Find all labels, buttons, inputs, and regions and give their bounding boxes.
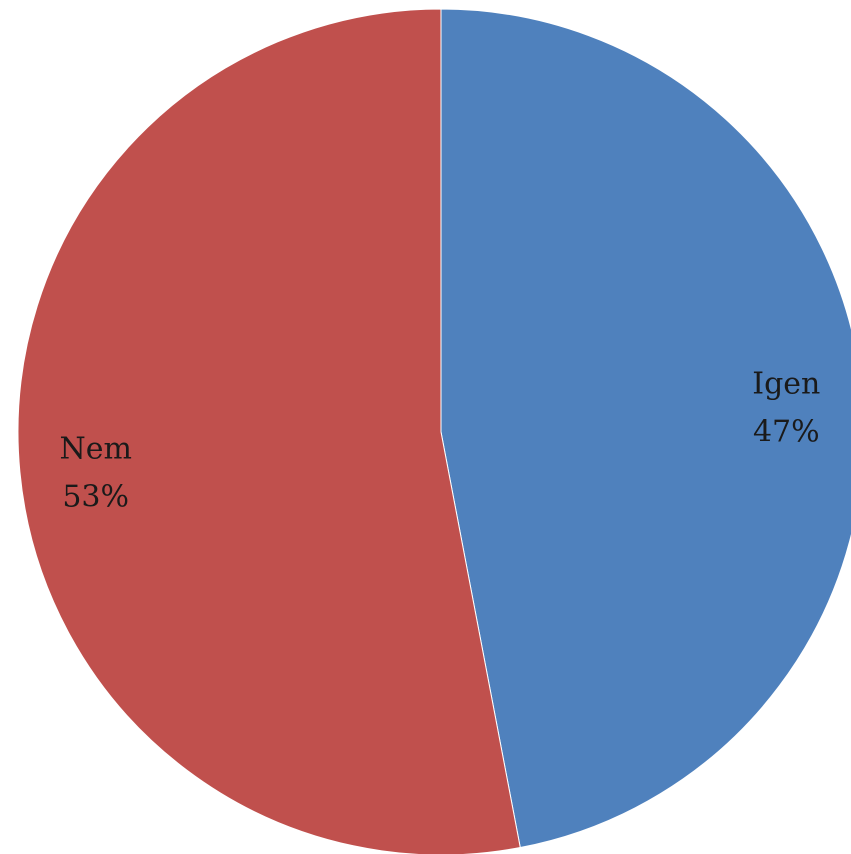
pie-slice-nem: [17, 8, 521, 854]
slice-labels: Igen 47% Nem 53%: [59, 366, 820, 514]
slice-category-label: Nem: [59, 432, 131, 467]
slice-percent-label: 47%: [753, 414, 820, 449]
pie-slices: [17, 8, 851, 854]
slice-category-label: Igen: [752, 366, 820, 401]
pie-slice-igen: [440, 8, 851, 849]
slice-percent-label: 53%: [62, 480, 129, 515]
